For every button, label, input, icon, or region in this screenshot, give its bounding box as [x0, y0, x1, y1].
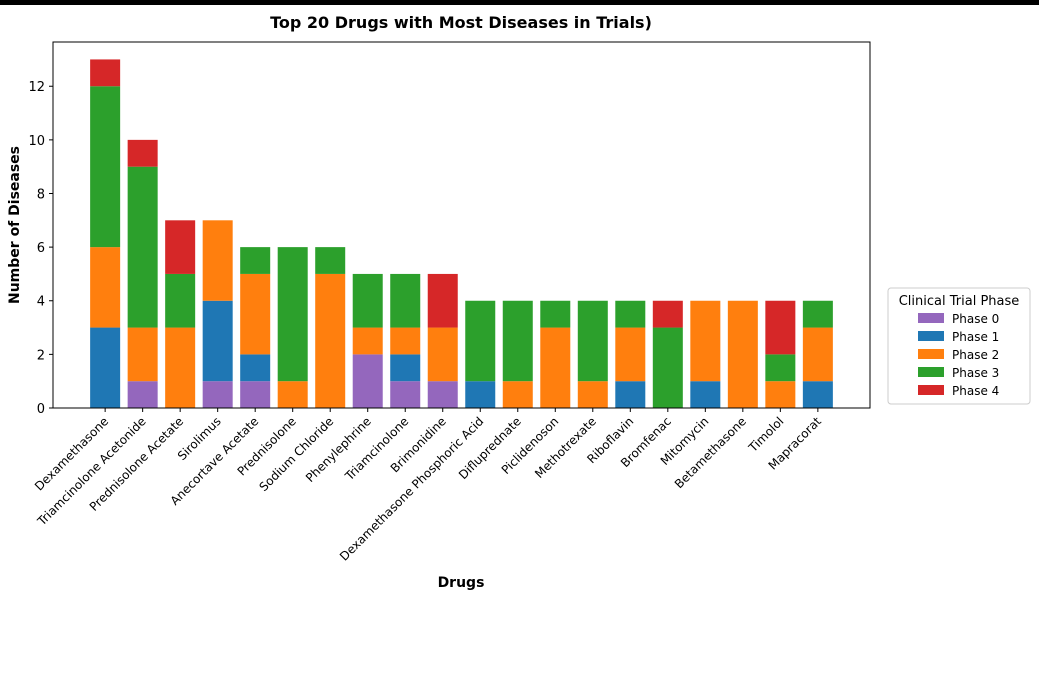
bar-segment [540, 300, 571, 328]
bar-segment [502, 300, 533, 382]
bar-segment [352, 327, 383, 355]
bar-segment [390, 327, 421, 355]
y-tick-label: 8 [37, 187, 45, 202]
legend-label: Phase 4 [952, 384, 999, 398]
top-bar [0, 0, 1039, 5]
legend-label: Phase 2 [952, 348, 999, 362]
bar-segment [315, 273, 346, 408]
y-tick-label: 2 [37, 348, 45, 363]
y-tick-label: 12 [28, 80, 45, 95]
bar-segment [765, 300, 796, 355]
bar-segment [90, 86, 121, 248]
legend-swatch [918, 313, 944, 323]
bar-segment [165, 220, 196, 274]
legend-title: Clinical Trial Phase [899, 294, 1020, 309]
bar-segment [165, 327, 196, 408]
bar-segment [577, 300, 608, 382]
bar-segment [465, 381, 496, 408]
bar-segment [765, 381, 796, 408]
bar-segment [765, 354, 796, 382]
bar-segment [90, 247, 121, 328]
bar-segment [390, 273, 421, 328]
bar-segment [802, 327, 833, 382]
legend-label: Phase 3 [952, 366, 999, 380]
bar-segment [727, 300, 758, 408]
bar-segment [202, 300, 233, 382]
bar-segment [277, 381, 308, 408]
bar-segment [352, 273, 383, 328]
y-tick-label: 10 [28, 134, 45, 149]
bar-segment [502, 381, 533, 408]
bar-segment [90, 59, 121, 87]
bar-segment [615, 381, 646, 408]
bar-segment [90, 327, 121, 408]
y-tick-label: 6 [37, 241, 45, 256]
bar-segment [802, 300, 833, 328]
bar-segment [427, 273, 458, 328]
bar-segment [540, 327, 571, 408]
y-tick-label: 4 [37, 295, 45, 310]
bar-segment [240, 381, 271, 408]
bar-segment [577, 381, 608, 408]
x-axis-label: Drugs [438, 575, 485, 591]
legend-label: Phase 1 [952, 330, 999, 344]
bar-segment [127, 139, 158, 167]
bar-segment [427, 381, 458, 408]
bar-segment [690, 300, 721, 382]
legend-swatch [918, 331, 944, 341]
bar-segment [315, 247, 346, 274]
bar-segment [390, 381, 421, 408]
chart-title: Top 20 Drugs with Most Diseases in Trial… [270, 13, 652, 32]
bar-segment [615, 300, 646, 328]
bar-segment [240, 273, 271, 355]
bar-segment [240, 354, 271, 382]
bar-segment [652, 327, 683, 408]
bar-segment [127, 381, 158, 408]
bar-segment [427, 327, 458, 382]
bar-segment [240, 247, 271, 274]
y-tick-label: 0 [37, 402, 45, 417]
bar-segment [165, 273, 196, 328]
bar-segment [202, 220, 233, 301]
bar-segment [277, 247, 308, 382]
x-tick-label: Betamethasone [672, 414, 749, 491]
bar-segment [352, 354, 383, 408]
bar-segment [127, 327, 158, 382]
legend-swatch [918, 349, 944, 359]
bar-segment [802, 381, 833, 408]
y-axis-label: Number of Diseases [7, 146, 23, 304]
bar-segment [127, 166, 158, 328]
bar-segment [390, 354, 421, 382]
plot-frame [52, 41, 871, 409]
legend-swatch [918, 385, 944, 395]
x-tick-label: Phenylephrine [303, 414, 374, 485]
bar-segment [652, 300, 683, 328]
bar-segment [615, 327, 646, 382]
bar-segment [465, 300, 496, 382]
bar-segment [690, 381, 721, 408]
legend-label: Phase 0 [952, 312, 999, 326]
legend-swatch [918, 367, 944, 377]
bar-segment [202, 381, 233, 408]
